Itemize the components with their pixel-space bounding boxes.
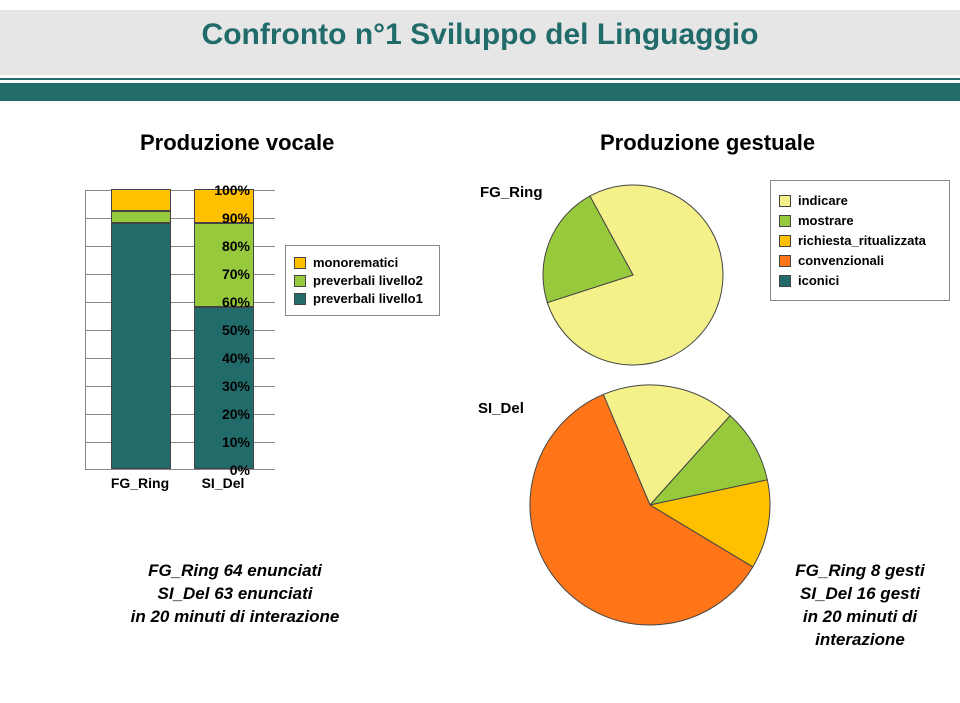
legend-item: richiesta_ritualizzata [779, 233, 941, 248]
y-tick-label: 40% [205, 350, 250, 366]
y-tick-label: 60% [205, 294, 250, 310]
y-tick-label: 10% [205, 434, 250, 450]
legend-swatch [294, 293, 306, 305]
subtitle-gestuale: Produzione gestuale [600, 130, 815, 156]
pie-label-si-del: SI_Del [478, 400, 524, 417]
y-tick-label: 30% [205, 378, 250, 394]
legend-label: indicare [798, 193, 848, 208]
y-tick-label: 90% [205, 210, 250, 226]
y-tick-label: 50% [205, 322, 250, 338]
pie-label-fg-ring: FG_Ring [480, 184, 543, 201]
legend-item: preverbali livello1 [294, 291, 431, 306]
subtitle-vocale: Produzione vocale [140, 130, 334, 156]
pie-area: FG_Ring SI_Del indicare mostrare richiesta… [480, 180, 950, 600]
x-tick-label: FG_Ring [105, 475, 175, 491]
pie-si-del [525, 380, 775, 630]
legend-swatch [779, 215, 791, 227]
legend-swatch [779, 255, 791, 267]
y-tick-label: 100% [205, 182, 250, 198]
legend-label: iconici [798, 273, 839, 288]
caption-vocale: FG_Ring 64 enunciatiSI_Del 63 enunciatii… [95, 560, 375, 629]
legend-label: preverbali livello1 [313, 291, 423, 306]
legend-label: richiesta_ritualizzata [798, 233, 926, 248]
y-tick-label: 20% [205, 406, 250, 422]
legend-swatch [294, 257, 306, 269]
legend-label: mostrare [798, 213, 854, 228]
bar-FG_Ring [111, 189, 171, 469]
legend-label: monorematici [313, 255, 398, 270]
pie-fg-ring [538, 180, 728, 370]
bar-seg-monorematici [111, 189, 171, 211]
bar-legend: monorematici preverbali livello2 preverbal… [285, 245, 440, 316]
legend-item: preverbali livello2 [294, 273, 431, 288]
page-title: Confronto n°1 Sviluppo del Linguaggio [0, 18, 960, 52]
legend-item: mostrare [779, 213, 941, 228]
legend-item: iconici [779, 273, 941, 288]
legend-item: indicare [779, 193, 941, 208]
legend-item: monorematici [294, 255, 431, 270]
y-tick-label: 70% [205, 266, 250, 282]
header-rule-top [0, 78, 960, 80]
legend-label: preverbali livello2 [313, 273, 423, 288]
y-tick-label: 80% [205, 238, 250, 254]
legend-item: convenzionali [779, 253, 941, 268]
pie-legend: indicare mostrare richiesta_ritualizzataco… [770, 180, 950, 301]
legend-swatch [294, 275, 306, 287]
legend-swatch [779, 275, 791, 287]
x-tick-label: SI_Del [188, 475, 258, 491]
bar-seg-preverbali livello1 [111, 223, 171, 469]
legend-swatch [779, 195, 791, 207]
caption-gestuale: FG_Ring 8 gestiSI_Del 16 gestiin 20 minu… [770, 560, 950, 652]
legend-label: convenzionali [798, 253, 884, 268]
legend-swatch [779, 235, 791, 247]
header-rule-bottom [0, 83, 960, 101]
bar-chart: 0%10%20%30%40%50%60%70%80%90%100%FG_Ring… [30, 180, 450, 510]
bar-seg-preverbali livello2 [111, 211, 171, 222]
